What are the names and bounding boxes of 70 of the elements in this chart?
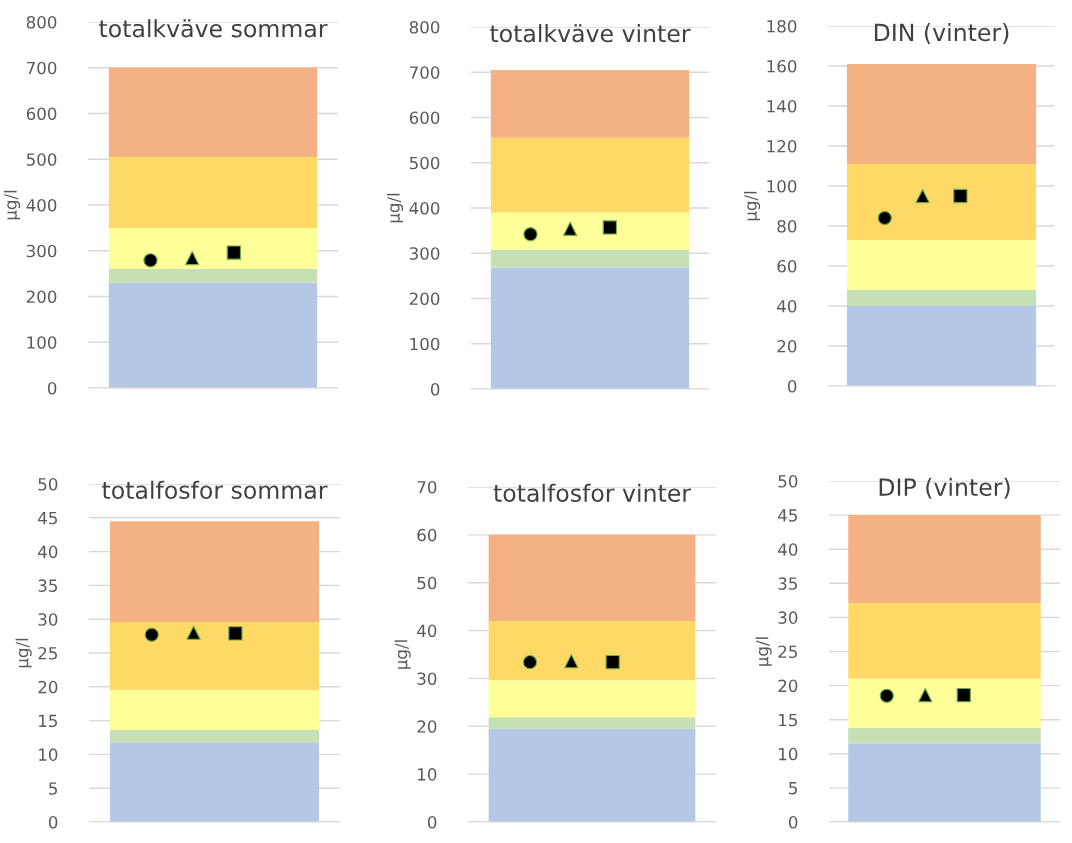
y-tick-label: 20 [38,680,58,694]
y-axis-title: µg/l [386,193,404,223]
y-tick-label: 40 [777,299,797,313]
y-tick-label: 700 [27,61,57,75]
y-axis-title: µg/l [3,190,21,220]
y-tick-label: 300 [26,244,57,258]
y-tick-label: 100 [767,179,797,193]
y-tick-label: 500 [409,156,440,170]
y-tick-label: 0 [47,381,57,395]
y-tick-label: 140 [767,99,797,113]
chart-title: totalfosfor vinter [493,483,691,502]
y-tick-label: 50 [417,576,437,590]
chart-title: totalfosfor sommar [102,480,328,500]
y-tick-label: 40 [38,545,58,559]
y-tick-label: 30 [417,672,437,685]
y-tick-label: 0 [787,379,797,393]
y-tick-label: 400 [409,201,440,215]
y-tick-label: 15 [779,713,797,727]
y-tick-label: 120 [767,139,797,153]
y-axis-title: µg/l [743,191,761,221]
y-tick-label: 60 [777,259,797,273]
chart-title: totalkväve vinter [490,24,691,43]
y-tick-label: 0 [430,382,440,396]
y-tick-label: 0 [788,815,798,829]
y-tick-label: 5 [49,782,57,795]
chart-title: DIP (vinter) [879,477,1010,499]
y-tick-label: 200 [409,292,440,306]
y-tick-label: 70 [417,480,437,494]
y-tick-label: 180 [767,19,797,33]
y-tick-label: 5 [789,782,797,795]
y-tick-label: 200 [26,290,57,304]
y-tick-label: 500 [26,153,57,166]
y-tick-label: 50 [38,477,58,491]
chart-title: totalkväve sommar [99,19,328,38]
y-tick-label: 10 [39,748,58,761]
y-tick-label: 160 [767,59,797,73]
y-tick-label: 400 [26,198,57,212]
y-axis-title: µg/l [394,640,411,669]
y-tick-label: 800 [26,15,57,29]
y-tick-label: 45 [778,509,797,522]
y-tick-label: 20 [778,679,798,693]
y-tick-label: 800 [409,20,440,34]
y-tick-label: 25 [38,646,57,660]
y-tick-label: 0 [427,815,437,829]
y-tick-label: 35 [38,579,57,592]
y-tick-label: 15 [39,714,57,728]
y-axis-title: µg/l [15,638,32,668]
chart-title: DIN (vinter) [874,23,1009,45]
y-tick-label: 600 [26,107,57,121]
y-tick-label: 20 [417,720,437,733]
y-tick-label: 20 [777,339,797,353]
y-tick-label: 300 [409,247,440,260]
y-tick-label: 100 [27,336,57,349]
y-tick-label: 30 [38,613,58,626]
y-tick-label: 25 [778,645,797,659]
y-tick-label: 60 [417,528,437,542]
y-axis-title: µg/l [755,637,772,666]
y-tick-label: 0 [48,815,58,829]
y-tick-label: 700 [410,66,440,79]
y-tick-label: 80 [777,219,797,233]
y-tick-label: 35 [778,577,797,590]
y-tick-label: 40 [778,543,798,556]
y-tick-label: 600 [409,111,440,125]
y-tick-label: 50 [778,474,798,488]
y-tick-label: 40 [417,624,437,638]
y-tick-label: 10 [779,747,798,761]
y-tick-label: 100 [410,337,440,351]
y-tick-label: 30 [778,611,798,624]
y-tick-label: 45 [38,511,57,525]
y-tick-label: 10 [418,768,437,781]
